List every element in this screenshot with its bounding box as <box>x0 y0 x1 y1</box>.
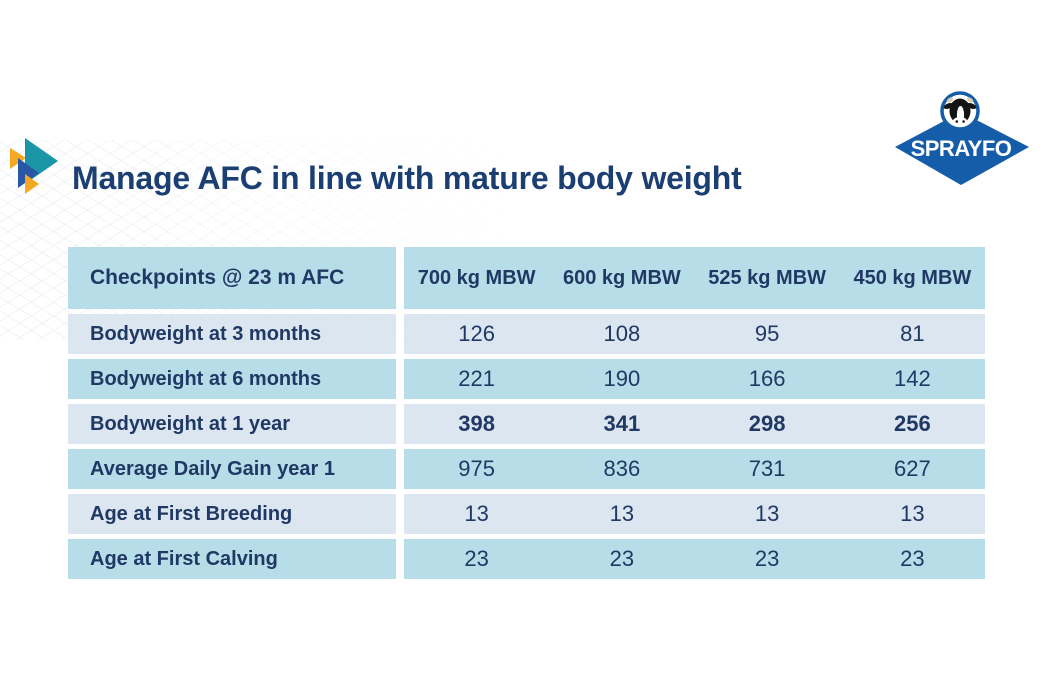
table-corner-label: Checkpoints @ 23 m AFC <box>68 247 396 309</box>
column-header: 450 kg MBW <box>853 266 972 289</box>
table-header-row: Checkpoints @ 23 m AFC 700 kg MBW 600 kg… <box>68 247 985 309</box>
cell-value: 13 <box>464 501 489 526</box>
cell-value: 23 <box>609 546 635 571</box>
cell-value: 13 <box>900 501 925 526</box>
column-header: 700 kg MBW <box>417 266 536 289</box>
blue-triangle <box>18 158 39 188</box>
table-column-headers: 700 kg MBW 600 kg MBW 525 kg MBW 450 kg … <box>404 247 985 309</box>
afc-checkpoints-table: Checkpoints @ 23 m AFC 700 kg MBW 600 kg… <box>68 247 985 584</box>
cell-value: 836 <box>603 456 641 481</box>
triangles-accent-icon <box>10 138 58 194</box>
cell-value: 298 <box>748 411 786 436</box>
cell-value: 126 <box>458 321 495 346</box>
cell-value: 731 <box>748 456 786 481</box>
cell-value: 341 <box>603 411 641 436</box>
row-label: Bodyweight at 1 year <box>68 404 396 444</box>
logo-diamond <box>895 112 1029 185</box>
table-row: Average Daily Gain year 1 975 836 731 62… <box>68 449 985 489</box>
column-header: 525 kg MBW <box>708 266 827 289</box>
cell-value: 190 <box>603 366 641 391</box>
cell-value: 166 <box>748 366 786 391</box>
table-row: Bodyweight at 3 months 126 108 95 81 <box>68 314 985 354</box>
row-label: Age at First Calving <box>68 539 396 579</box>
table-row: Bodyweight at 6 months 221 190 166 142 <box>68 359 985 399</box>
cell-value: 23 <box>464 546 489 571</box>
table-row: Age at First Calving 23 23 23 23 <box>68 539 985 579</box>
table-row: Age at First Breeding 13 13 13 13 <box>68 494 985 534</box>
cell-value: 13 <box>609 501 635 526</box>
cell-value: 221 <box>458 366 495 391</box>
table-row: Bodyweight at 1 year 398 341 298 256 <box>68 404 985 444</box>
row-label: Age at First Breeding <box>68 494 396 534</box>
cell-value: 23 <box>900 546 925 571</box>
cell-value: 95 <box>754 321 780 346</box>
cell-value: 975 <box>458 456 495 481</box>
cell-value: 13 <box>754 501 780 526</box>
row-label: Average Daily Gain year 1 <box>68 449 396 489</box>
cell-value: 142 <box>894 366 931 391</box>
cell-value: 627 <box>894 456 931 481</box>
cell-value: 256 <box>894 411 931 436</box>
cell-value: 108 <box>603 321 641 346</box>
slide-title: Manage AFC in line with mature body weig… <box>72 160 742 196</box>
cell-value: 398 <box>458 411 495 436</box>
cow-head-icon <box>943 97 977 127</box>
cell-value: 23 <box>754 546 780 571</box>
row-label: Bodyweight at 6 months <box>68 359 396 399</box>
sprayfo-logo: SPRAYFO <box>895 91 1029 185</box>
row-label: Bodyweight at 3 months <box>68 314 396 354</box>
logo-brand-text: SPRAYFO <box>911 136 1012 161</box>
column-header: 600 kg MBW <box>562 266 681 289</box>
cell-value: 81 <box>900 321 925 346</box>
orange-triangle-small <box>25 174 39 194</box>
